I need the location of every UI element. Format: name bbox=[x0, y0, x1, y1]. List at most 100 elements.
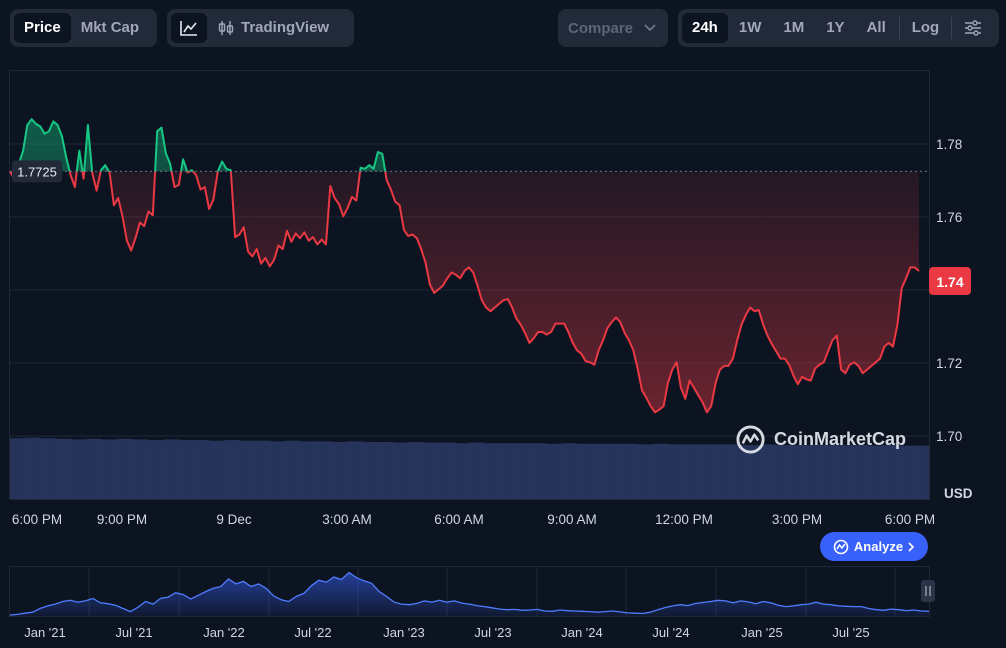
volume-bar bbox=[729, 444, 746, 499]
analyze-icon bbox=[833, 539, 849, 554]
range-group: 24h 1W 1M 1Y All Log bbox=[678, 9, 999, 47]
volume-bar bbox=[500, 443, 516, 499]
chart-settings-button[interactable] bbox=[954, 13, 992, 43]
compare-label: Compare bbox=[568, 19, 634, 37]
range-1y[interactable]: 1Y bbox=[826, 19, 845, 36]
y-tick-label: 1.76 bbox=[936, 210, 962, 225]
volume-bar bbox=[163, 439, 179, 499]
minimap-label: Jan '25 bbox=[741, 625, 783, 640]
y-tick-label: 1.78 bbox=[936, 137, 962, 152]
volume-bar bbox=[699, 444, 715, 499]
coinmarketcap-logo-icon bbox=[736, 425, 765, 454]
y-tick-label: 1.70 bbox=[936, 429, 962, 444]
volume-bar bbox=[71, 439, 87, 499]
volume-bar bbox=[637, 444, 654, 499]
volume-bar bbox=[469, 442, 486, 499]
analyze-button[interactable]: Analyze bbox=[820, 532, 928, 561]
volume-bar bbox=[224, 440, 241, 499]
volume-bar bbox=[576, 443, 593, 499]
x-tick-label: 6:00 PM bbox=[885, 512, 935, 527]
tradingview-label: TradingView bbox=[241, 19, 330, 36]
volume-bar bbox=[898, 445, 914, 499]
chevron-right-icon bbox=[908, 541, 915, 552]
currency-label: USD bbox=[944, 486, 973, 501]
range-divider bbox=[898, 17, 900, 39]
x-tick-label: 6:00 PM bbox=[12, 512, 62, 527]
brand-name: CoinMarketCap bbox=[774, 429, 907, 449]
minimap-label: Jul '25 bbox=[832, 625, 869, 640]
minimap-handle[interactable] bbox=[921, 580, 935, 602]
tab-price[interactable]: Price bbox=[14, 13, 71, 43]
analyze-label: Analyze bbox=[853, 539, 904, 554]
price-line-below bbox=[9, 171, 920, 414]
line-chart-button[interactable] bbox=[171, 13, 207, 43]
volume-bar bbox=[178, 440, 195, 499]
volume-bar bbox=[25, 437, 41, 499]
x-tick-label: 9:00 PM bbox=[97, 512, 147, 527]
volume-bar bbox=[408, 441, 424, 499]
range-24h[interactable]: 24h bbox=[682, 13, 728, 43]
price-chart[interactable]: 1.7725 1.70 1.72 1.74 1.76 1.78 6:00 PM 9:00 … bbox=[0, 0, 1006, 540]
volume-bar bbox=[530, 443, 547, 499]
volume-bar bbox=[668, 444, 685, 499]
x-tick-label: 3:00 AM bbox=[322, 512, 372, 527]
price-line-above bbox=[10, 118, 387, 172]
volume-bar bbox=[607, 443, 623, 499]
volume-bar bbox=[346, 441, 363, 499]
current-price-tag: 1.74 bbox=[929, 267, 971, 296]
volume-bar bbox=[255, 440, 271, 499]
minimap-label: Jul '21 bbox=[115, 625, 152, 640]
minimap-axis-labels: Jan '21 Jul '21 Jan '22 Jul '22 Jan '23 Jul '… bbox=[24, 625, 869, 640]
volume-bar bbox=[852, 445, 869, 499]
volume-bar bbox=[806, 445, 823, 499]
range-1m[interactable]: 1M bbox=[783, 19, 805, 36]
log-scale-toggle[interactable]: Log bbox=[911, 19, 940, 36]
y-tick-label: 1.72 bbox=[936, 356, 962, 371]
volume-bar bbox=[239, 440, 256, 499]
coinmarketcap-watermark: CoinMarketCap bbox=[735, 424, 906, 455]
volume-bar bbox=[270, 441, 286, 499]
volume-bar bbox=[561, 443, 578, 499]
open-price-label: 1.7725 bbox=[17, 164, 57, 179]
volume-bar bbox=[745, 445, 761, 499]
compare-dropdown[interactable]: Compare bbox=[558, 9, 668, 47]
volume-bar bbox=[775, 445, 792, 499]
minimap-label: Jan '23 bbox=[383, 625, 425, 640]
tab-mkt-cap[interactable]: Mkt Cap bbox=[80, 19, 140, 36]
volume-bar bbox=[193, 440, 210, 499]
x-tick-label: 12:00 PM bbox=[655, 512, 713, 527]
volume-bar bbox=[683, 444, 700, 499]
volume-bar bbox=[867, 445, 884, 499]
volume-bar bbox=[117, 438, 133, 499]
volume-bar bbox=[837, 445, 853, 499]
x-axis: 6:00 PM 9:00 PM 9 Dec 3:00 AM 6:00 AM 9:00 AM… bbox=[12, 512, 935, 527]
minimap-label: Jan '22 bbox=[203, 625, 245, 640]
chevron-down-icon bbox=[644, 24, 656, 32]
volume-bar bbox=[760, 444, 777, 499]
volume-bar bbox=[653, 443, 669, 499]
price-area-below bbox=[10, 171, 919, 413]
volume-bar bbox=[132, 439, 149, 499]
volume-bar bbox=[515, 443, 532, 499]
volume-bar bbox=[438, 442, 455, 499]
chart-style-group: TradingView bbox=[167, 9, 354, 47]
volume-bar bbox=[101, 439, 118, 499]
open-price-tag: 1.7725 bbox=[12, 160, 62, 183]
range-minimap[interactable]: Jan '21 Jul '21 Jan '22 Jul '22 Jan '23 Jul '… bbox=[0, 566, 1006, 648]
settings-divider bbox=[951, 17, 953, 39]
minimap-label: Jul '23 bbox=[474, 625, 511, 640]
range-1w[interactable]: 1W bbox=[738, 19, 762, 36]
minimap-label: Jul '22 bbox=[294, 625, 331, 640]
volume-bar bbox=[913, 445, 930, 499]
x-tick-label: 3:00 PM bbox=[772, 512, 822, 527]
volume-bar bbox=[821, 445, 838, 499]
volume-bar bbox=[392, 442, 409, 499]
volume-bars bbox=[10, 437, 930, 499]
volume-bar bbox=[883, 445, 899, 499]
range-all[interactable]: All bbox=[866, 19, 886, 36]
metric-tab-group: Price Mkt Cap bbox=[10, 9, 157, 47]
volume-bar bbox=[10, 438, 26, 499]
tradingview-button[interactable]: TradingView bbox=[207, 13, 339, 43]
minimap-area bbox=[10, 572, 929, 616]
volume-bar bbox=[331, 441, 348, 499]
